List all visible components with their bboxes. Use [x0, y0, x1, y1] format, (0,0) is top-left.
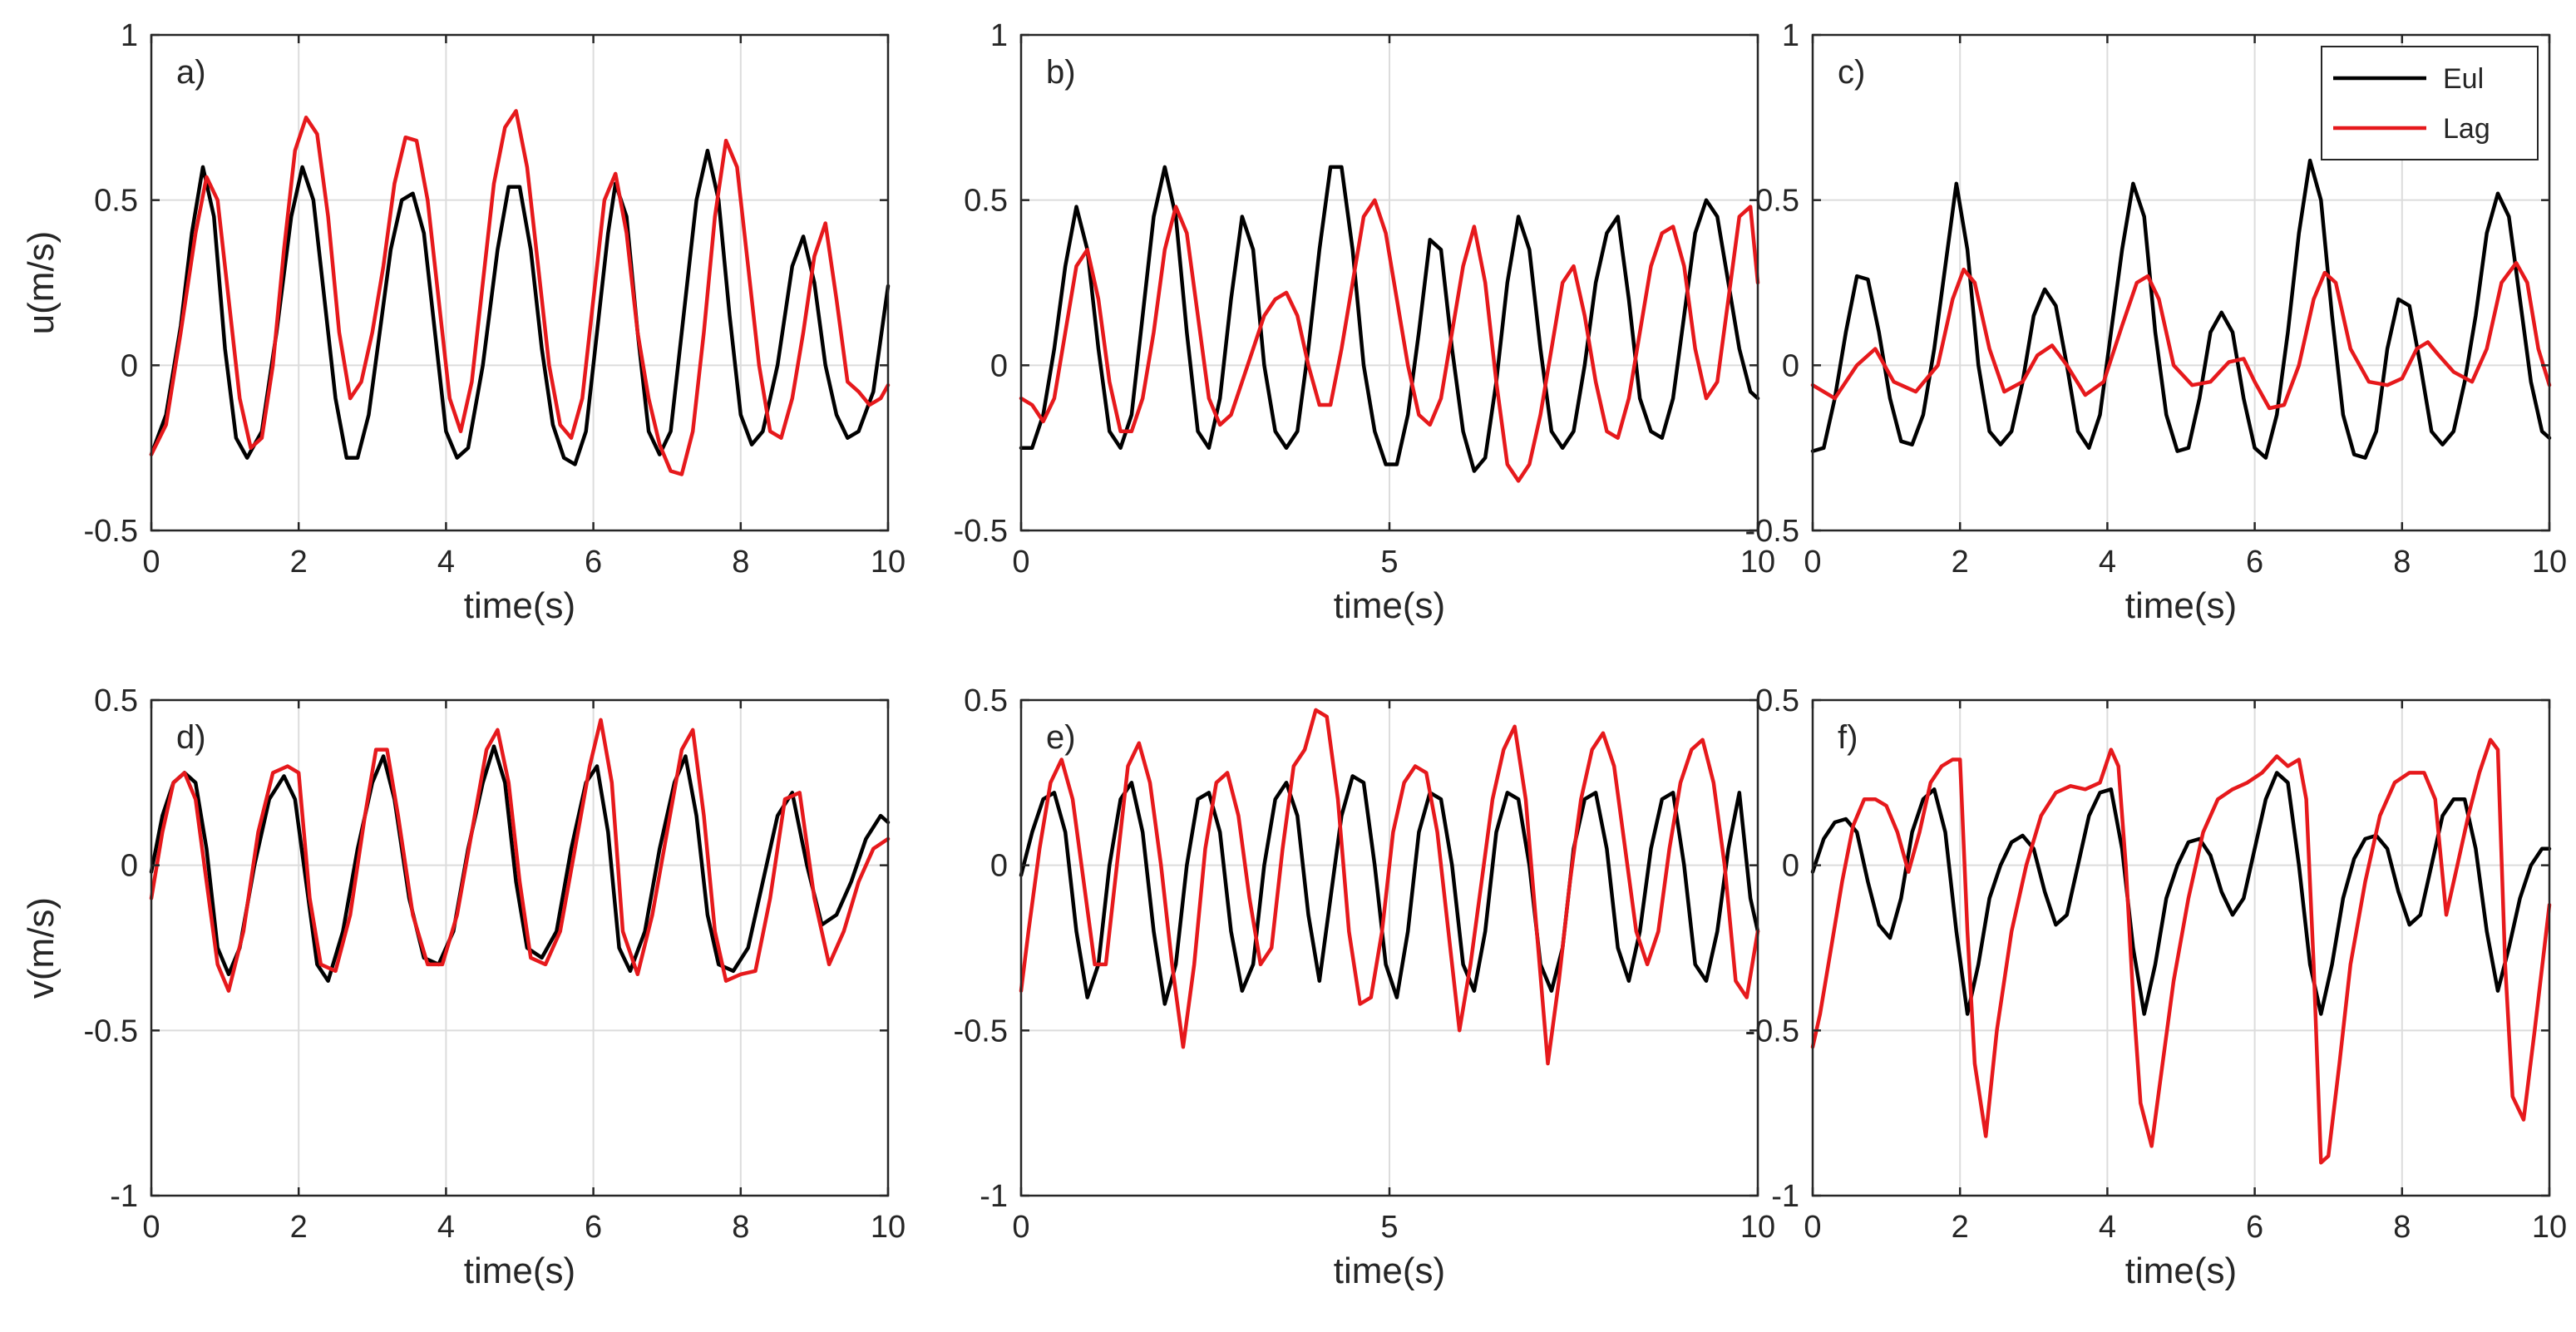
x-tick-label: 0	[142, 545, 160, 580]
x-axis-label: time(s)	[464, 585, 575, 626]
x-tick-label: 0	[1012, 545, 1029, 580]
x-tick-label: 10	[1740, 545, 1775, 580]
y-tick-label: 0.5	[94, 184, 138, 219]
series-line-lag	[1019, 198, 1760, 483]
series-line-eul	[1019, 165, 1760, 473]
y-axis-label: v(m/s)	[21, 897, 62, 999]
x-tick-label: 2	[290, 545, 308, 580]
y-tick-label: 0.5	[1755, 184, 1799, 219]
legend: Eul Lag	[2321, 46, 2539, 160]
y-tick-label: -1	[1771, 1179, 1799, 1214]
series-line-lag	[1019, 708, 1760, 1066]
y-tick-label: 0	[121, 849, 138, 884]
x-tick-label: 0	[1804, 545, 1821, 580]
x-tick-label: 10	[2532, 545, 2567, 580]
y-tick-label: 0.5	[94, 683, 138, 718]
x-axis-label: time(s)	[1334, 1251, 1445, 1291]
axes-box	[1811, 698, 2551, 1197]
y-tick-label: -1	[110, 1179, 138, 1214]
x-axis-label: time(s)	[464, 1251, 575, 1291]
legend-label-eul: Eul	[2443, 63, 2484, 95]
series-line-eul	[1810, 158, 2552, 460]
y-tick-label: -0.5	[84, 1014, 138, 1048]
x-tick-label: 0	[142, 1210, 160, 1245]
axes-box	[150, 698, 890, 1197]
x-tick-label: 10	[871, 1210, 906, 1245]
legend-label-lag: Lag	[2443, 113, 2490, 145]
y-axis-label: u(m/s)	[21, 231, 62, 335]
x-tick-label: 0	[1012, 1210, 1029, 1245]
series-line-eul	[149, 148, 891, 466]
x-tick-label: 6	[585, 545, 602, 580]
x-tick-label: 6	[585, 1210, 602, 1245]
panel-label: c)	[1838, 54, 1865, 91]
x-tick-label: 6	[2246, 545, 2263, 580]
y-tick-label: 0.5	[964, 184, 1008, 219]
series-line-lag	[149, 718, 891, 993]
y-tick-label: 1	[121, 18, 138, 53]
chart-panel-6: 0 2 4 6 8 10 -1 -0.5 0 0.5 time(s) f)	[1745, 683, 2568, 1291]
y-tick-label: 0	[1782, 849, 1799, 884]
y-tick-label: 1	[1782, 18, 1799, 53]
x-tick-label: 8	[732, 545, 749, 580]
panel-label: e)	[1046, 719, 1076, 756]
x-axis-label: time(s)	[2125, 585, 2237, 626]
chart-panel-5: 0 5 10 -1 -0.5 0 0.5 time(s) e)	[954, 683, 1776, 1291]
series-line-lag	[1810, 738, 2552, 1165]
y-tick-label: -0.5	[1745, 1014, 1799, 1048]
y-tick-label: 1	[990, 18, 1008, 53]
series-line-lag	[1810, 260, 2552, 411]
x-tick-label: 4	[2099, 545, 2116, 580]
panel-label: f)	[1838, 719, 1858, 756]
x-tick-label: 4	[437, 545, 455, 580]
legend-box	[2321, 46, 2539, 160]
x-tick-label: 2	[290, 1210, 308, 1245]
x-tick-label: 8	[2393, 1210, 2411, 1245]
x-tick-label: 0	[1804, 1210, 1821, 1245]
chart-panel-4: 0 2 4 6 8 10 -1 -0.5 0 0.5 time(s) v(m/s) d)	[21, 683, 906, 1291]
y-tick-label: -0.5	[1745, 514, 1799, 549]
y-tick-label: -0.5	[84, 514, 138, 549]
x-tick-label: 5	[1380, 545, 1398, 580]
y-tick-label: 0	[1782, 348, 1799, 383]
x-tick-label: 4	[2099, 1210, 2116, 1245]
panel-label: d)	[176, 719, 206, 756]
axes-box	[150, 33, 890, 532]
series-line-eul	[149, 744, 891, 983]
x-tick-label: 5	[1380, 1210, 1398, 1245]
series-line-lag	[149, 109, 891, 476]
y-tick-label: -0.5	[954, 1014, 1008, 1048]
panel-label: a)	[176, 54, 206, 91]
y-tick-label: 0	[990, 849, 1008, 884]
x-tick-label: 6	[2246, 1210, 2263, 1245]
x-tick-label: 8	[732, 1210, 749, 1245]
x-tick-label: 2	[1952, 1210, 1969, 1245]
x-tick-label: 10	[871, 545, 906, 580]
y-tick-label: 0	[121, 348, 138, 383]
x-axis-label: time(s)	[2125, 1251, 2237, 1291]
x-tick-label: 10	[1740, 1210, 1775, 1245]
y-tick-label: -0.5	[954, 514, 1008, 549]
axes-box	[1811, 33, 2551, 532]
series-line-eul	[1810, 771, 2552, 1016]
y-tick-label: -1	[980, 1179, 1008, 1214]
y-tick-label: 0.5	[964, 683, 1008, 718]
x-tick-label: 10	[2532, 1210, 2567, 1245]
x-axis-label: time(s)	[1334, 585, 1445, 626]
y-tick-label: 0.5	[1755, 683, 1799, 718]
x-tick-label: 4	[437, 1210, 455, 1245]
x-tick-label: 2	[1952, 545, 1969, 580]
y-tick-label: 0	[990, 348, 1008, 383]
panel-label: b)	[1046, 54, 1076, 91]
x-tick-label: 8	[2393, 545, 2411, 580]
